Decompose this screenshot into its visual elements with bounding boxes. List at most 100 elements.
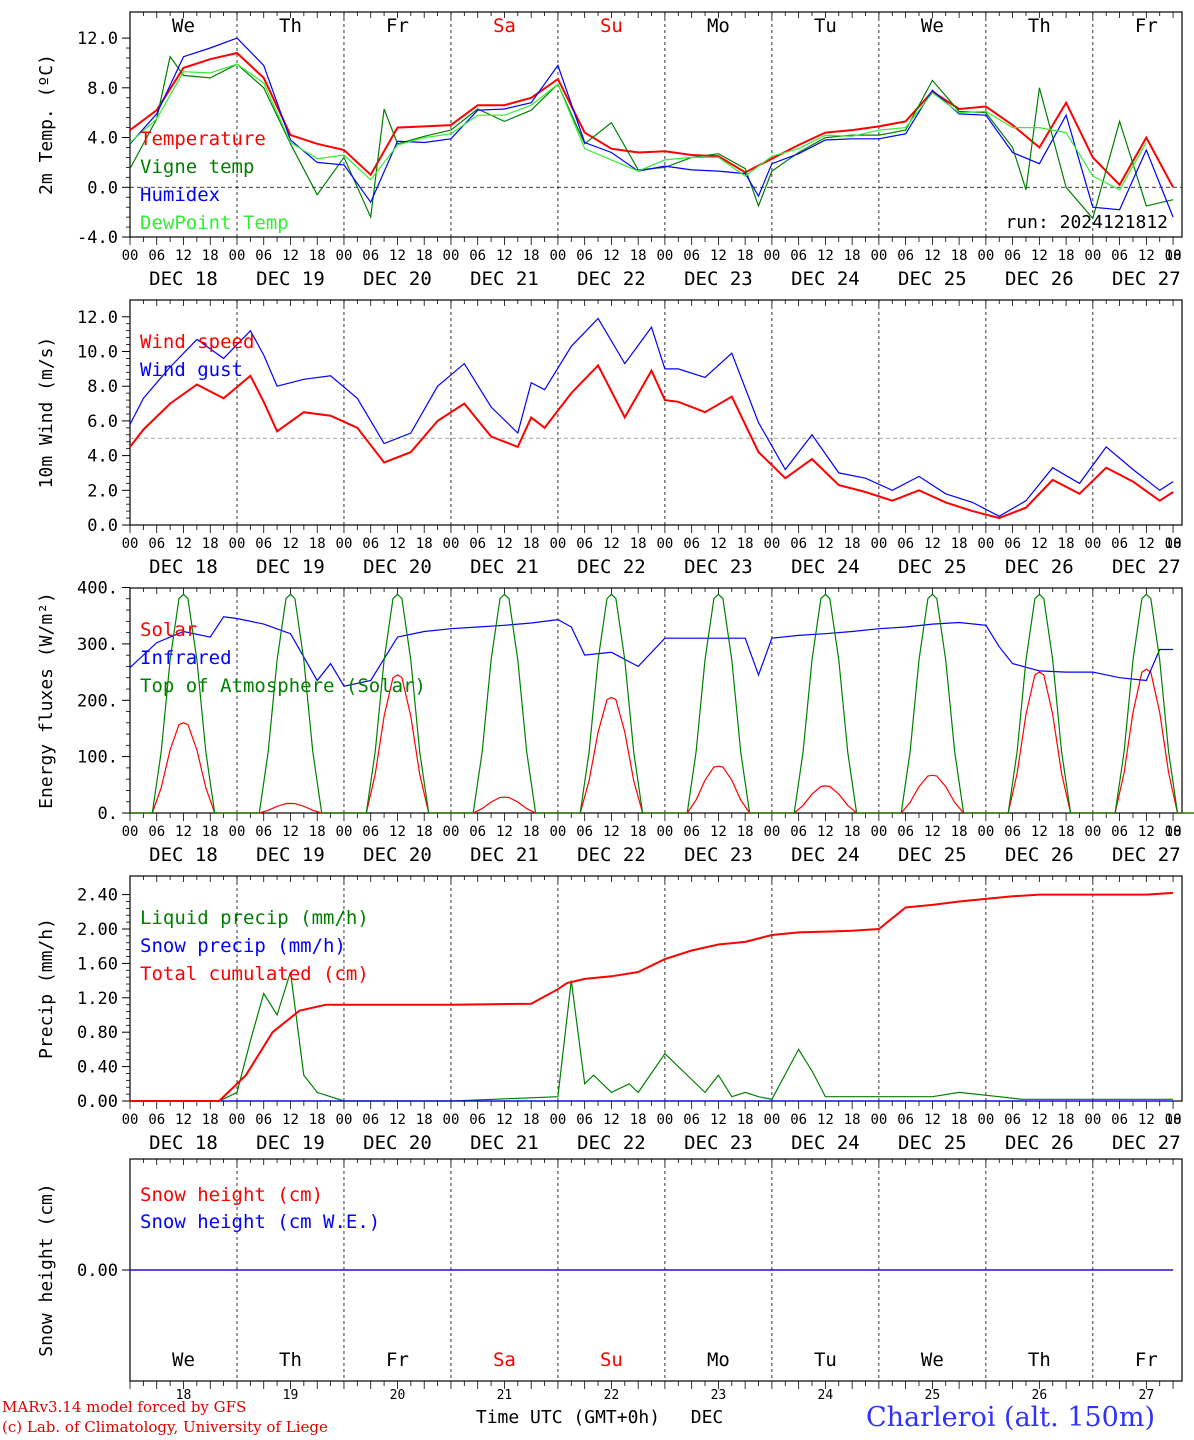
weekday-label: Fr: [386, 15, 409, 37]
weekday-label: Fr: [386, 1349, 409, 1371]
legend-entry: Solar: [140, 619, 197, 641]
hour-tick-label: 06: [362, 1112, 379, 1128]
hour-tick-label: 06: [790, 824, 807, 840]
y-tick-label: 1.20: [77, 989, 118, 1009]
hour-tick-label: 18: [523, 1112, 540, 1128]
hour-tick-label: 00: [870, 1112, 887, 1128]
y-tick-label: 0.: [98, 804, 118, 824]
day-label: DEC 26: [1005, 844, 1074, 866]
y-axis-label: Snow height (cm): [36, 1183, 57, 1356]
hour-tick-label: 00: [1084, 824, 1101, 840]
hour-tick-label: 00: [122, 248, 139, 264]
weekday-label: We: [172, 1349, 195, 1371]
weekday-label: Mo: [707, 1349, 730, 1371]
hour-tick-label: 18: [416, 536, 433, 552]
hour-tick-label: 12: [924, 536, 941, 552]
panel-precip: 0.00 0.40 0.80 1.20 1.60 2.00 2.40 Precip (mm/h…: [36, 875, 1183, 1154]
legend-entry: Snow height (cm W.E.): [140, 1211, 380, 1233]
model-credit-line2: (c) Lab. of Climatology, University of L…: [2, 1418, 328, 1436]
y-tick-label: 0.00: [77, 1092, 118, 1112]
hour-tick-label: 06: [576, 536, 593, 552]
day-label: DEC 19: [256, 1132, 325, 1154]
hour-tick-label: 00: [977, 824, 994, 840]
hour-tick-label: 12: [1138, 248, 1155, 264]
day-label: DEC 19: [256, 556, 325, 578]
hour-tick-label: 12: [710, 248, 727, 264]
hour-tick-label: 12: [817, 248, 834, 264]
hour-tick-label: 12: [1031, 1112, 1048, 1128]
series-top-of-atmosphere-solar: [130, 593, 1194, 814]
model-credit-line1: MARv3.14 model forced by GFS: [2, 1398, 247, 1416]
series-humidex: [129, 37, 1174, 218]
legend-entry: Snow precip (mm/h): [140, 935, 346, 957]
hour-tick-label: 06: [1111, 824, 1128, 840]
hour-tick-label: 06: [1004, 824, 1021, 840]
hour-tick-label: 06: [683, 824, 700, 840]
hour-tick-label: 12: [282, 824, 299, 840]
y-tick-label: 6.0: [87, 412, 118, 432]
weekday-label: Fr: [1135, 15, 1158, 37]
day-label: DEC 23: [684, 556, 753, 578]
hour-tick-label: 12: [710, 1112, 727, 1128]
hour-tick-label: 06: [148, 1112, 165, 1128]
day-label: DEC 27: [1112, 556, 1181, 578]
hour-tick-label: 18: [951, 824, 968, 840]
hour-tick-label: 00: [443, 1112, 460, 1128]
weekday-label: Tu: [814, 15, 837, 37]
legend-entry: DewPoint Temp: [140, 212, 289, 234]
hour-tick-label: 06: [469, 1112, 486, 1128]
hour-tick-label: 18: [202, 824, 219, 840]
day-label: DEC 21: [470, 556, 539, 578]
hour-tick-label: 00: [550, 1112, 567, 1128]
weekday-label: Th: [1028, 15, 1051, 37]
day-label: DEC 24: [791, 556, 860, 578]
hour-tick-label: 00: [550, 824, 567, 840]
hour-tick-label: 12: [175, 536, 192, 552]
hour-tick-label: 06: [790, 536, 807, 552]
y-axis-label: Energy fluxes (W/m²): [36, 592, 57, 809]
series-temperature: [129, 51, 1174, 188]
hour-tick-label: 06: [148, 824, 165, 840]
legend-entry: Top of Atmosphere (Solar): [140, 675, 426, 697]
hour-tick-label: 00: [1165, 248, 1182, 264]
y-tick-label: 0.00: [77, 1261, 118, 1281]
hour-tick-label: 00: [656, 536, 673, 552]
hour-tick-label: 00: [1084, 536, 1101, 552]
hour-tick-label: 18: [309, 248, 326, 264]
hour-tick-label: 00: [443, 824, 460, 840]
panel-energy: 0. 100. 200. 300. 400. Energy fluxes (W/m²) 00…: [36, 579, 1194, 866]
hour-tick-label: 06: [469, 248, 486, 264]
hour-tick-label: 06: [1111, 1112, 1128, 1128]
hour-tick-label: 12: [603, 248, 620, 264]
hour-tick-label: 12: [817, 536, 834, 552]
hour-tick-label: 18: [1058, 824, 1075, 840]
hour-tick-label: 12: [603, 824, 620, 840]
y-axis-label: Precip (mm/h): [36, 918, 57, 1059]
hour-tick-label: 00: [550, 248, 567, 264]
weekday-label: Mo: [707, 15, 730, 37]
hour-tick-label: 12: [175, 1112, 192, 1128]
hour-tick-label: 12: [817, 1112, 834, 1128]
hour-tick-label: 06: [897, 248, 914, 264]
hour-tick-label: 06: [362, 248, 379, 264]
hour-tick-label: 12: [1138, 1112, 1155, 1128]
hour-tick-label: 06: [1004, 248, 1021, 264]
hour-tick-label: 00: [336, 536, 353, 552]
hour-tick-label: 00: [1165, 1112, 1182, 1128]
hour-tick-label: 06: [683, 536, 700, 552]
hour-tick-label: 18: [1058, 248, 1075, 264]
hour-tick-label: 18: [1058, 536, 1075, 552]
y-tick-label: 200.: [77, 691, 118, 711]
hour-tick-label: 18: [951, 248, 968, 264]
day-number-label: 26: [1032, 1388, 1048, 1403]
hour-tick-label: 00: [1084, 248, 1101, 264]
day-label: DEC 25: [898, 844, 967, 866]
hour-tick-label: 06: [897, 824, 914, 840]
day-number-label: 23: [711, 1388, 727, 1403]
hour-tick-label: 12: [496, 824, 513, 840]
y-tick-label: 100.: [77, 748, 118, 768]
hour-tick-label: 12: [924, 1112, 941, 1128]
run-label: run: 2024121812: [1005, 212, 1168, 233]
series-wind-gust: [129, 317, 1174, 517]
hour-tick-label: 12: [389, 1112, 406, 1128]
